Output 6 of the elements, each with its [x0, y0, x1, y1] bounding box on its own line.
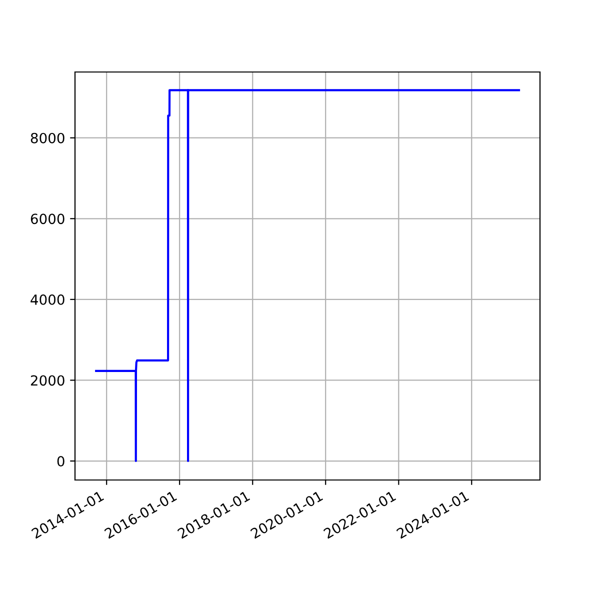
- y-tick-label: 6000: [30, 214, 64, 224]
- y-tick-label: 8000: [30, 132, 64, 144]
- y-tick-label: 4000: [30, 294, 64, 305]
- y-tick-label: 0: [57, 456, 64, 466]
- line-series: [95, 89, 520, 462]
- y-tick-label: 2000: [30, 375, 64, 386]
